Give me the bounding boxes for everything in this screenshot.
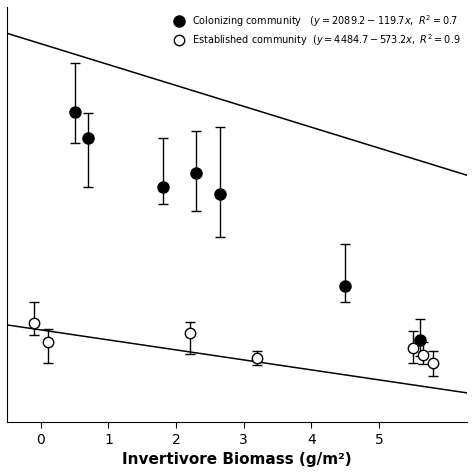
X-axis label: Invertivore Biomass (g/m²): Invertivore Biomass (g/m²) — [122, 452, 352, 467]
Legend: Colonizing community   $(y = 2089.2 - 119.7x,\ R^2 = 0.7$, Established community: Colonizing community $(y = 2089.2 - 119.… — [168, 12, 462, 49]
